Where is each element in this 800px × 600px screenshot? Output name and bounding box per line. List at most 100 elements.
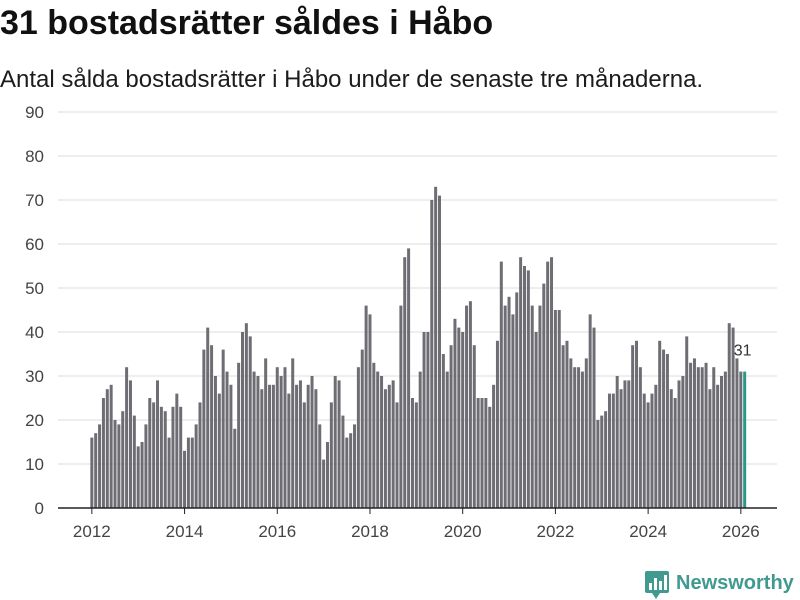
bar	[665, 354, 669, 508]
bar	[291, 358, 295, 508]
bar	[202, 349, 206, 508]
bar	[407, 248, 411, 508]
bar	[453, 318, 457, 508]
logo-icon-bar	[664, 575, 667, 590]
bar	[183, 450, 187, 508]
bar	[519, 257, 523, 508]
bar	[383, 389, 387, 508]
bar	[306, 384, 310, 508]
bar	[631, 345, 635, 508]
bar	[476, 398, 480, 508]
x-axis: 2012 2014 2016 2018 2020 2022 2024 2026	[58, 507, 777, 541]
logo-text: Newsworthy	[676, 572, 795, 594]
bar	[156, 380, 160, 508]
bar	[376, 371, 380, 508]
bar	[349, 433, 353, 508]
bar	[360, 349, 364, 508]
bar	[144, 424, 148, 508]
bar	[109, 384, 113, 508]
bar	[105, 389, 109, 508]
bar	[677, 380, 681, 508]
bar	[132, 415, 136, 508]
bar	[619, 389, 623, 508]
y-tick-label: 50	[25, 279, 44, 298]
bar	[422, 332, 426, 508]
bar	[430, 200, 434, 508]
bar	[279, 376, 283, 508]
bar	[607, 393, 611, 508]
bar	[322, 459, 326, 508]
bar	[712, 367, 716, 508]
x-tick-label: 2016	[258, 522, 296, 541]
x-tick-label: 2020	[444, 522, 482, 541]
bar	[461, 332, 465, 508]
bar	[600, 415, 604, 508]
bar	[410, 398, 414, 508]
bar	[588, 314, 592, 508]
bar	[511, 314, 515, 508]
bar	[550, 257, 554, 508]
bar	[492, 384, 496, 508]
bar	[565, 340, 569, 508]
bar	[650, 393, 654, 508]
y-tick-label: 90	[25, 103, 44, 122]
y-tick-label: 20	[25, 411, 44, 430]
bar	[210, 345, 214, 508]
bar	[90, 437, 94, 508]
bar	[704, 362, 708, 508]
bar	[692, 358, 696, 508]
bar	[325, 442, 329, 508]
bar	[372, 362, 376, 508]
bar	[445, 371, 449, 508]
bar	[194, 424, 198, 508]
bar	[542, 283, 546, 508]
bar	[658, 340, 662, 508]
bar	[569, 358, 573, 508]
bar	[503, 305, 507, 508]
bar	[418, 371, 422, 508]
bar	[152, 402, 156, 508]
bar	[480, 398, 484, 508]
y-tick-label: 0	[35, 499, 44, 518]
bar	[434, 186, 438, 509]
bar	[275, 367, 279, 508]
bar	[241, 332, 244, 508]
x-tick-label: 2024	[629, 522, 667, 541]
bar	[256, 376, 260, 508]
bar	[213, 376, 217, 508]
highlighted-bar	[743, 371, 747, 508]
bar	[364, 305, 368, 508]
bar	[356, 367, 360, 508]
bar	[727, 323, 731, 508]
bar	[611, 393, 615, 508]
bar	[121, 411, 125, 508]
bar	[472, 345, 476, 508]
bar	[499, 261, 503, 508]
bar	[318, 424, 322, 508]
bar	[159, 406, 163, 508]
bar	[302, 402, 306, 508]
bar	[468, 301, 472, 508]
logo-icon-bar	[659, 581, 662, 590]
logo-icon-bar	[649, 583, 652, 590]
bar	[314, 389, 318, 508]
bar	[399, 305, 403, 508]
bar	[596, 420, 600, 508]
bar	[623, 380, 627, 508]
x-tick-label: 2026	[722, 522, 760, 541]
bar	[577, 367, 581, 508]
bar	[391, 380, 395, 508]
y-tick-label: 80	[25, 147, 44, 166]
bar	[689, 362, 693, 508]
bar	[310, 376, 314, 508]
bar	[380, 376, 384, 508]
chart-title: 31 bostadsrätter såldes i Håbo	[0, 4, 494, 42]
bar	[546, 261, 550, 508]
bar	[368, 314, 372, 508]
bar	[140, 442, 144, 508]
y-tick-label: 10	[25, 455, 44, 474]
y-tick-label: 30	[25, 367, 44, 386]
y-tick-label: 60	[25, 235, 44, 254]
